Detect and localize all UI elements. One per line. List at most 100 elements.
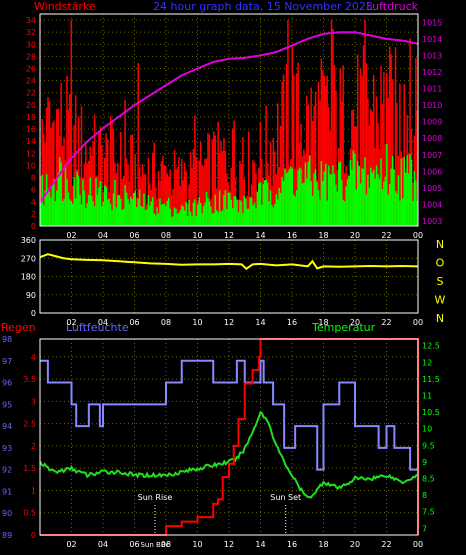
wind-gust-bar	[115, 173, 118, 226]
wind-gust-bar	[223, 138, 225, 226]
humidity-y-tick-label: 94	[2, 422, 12, 431]
wind-gust-bar	[343, 173, 346, 226]
humidity-y-tick-label: 95	[2, 400, 12, 409]
wind-avg-bar	[192, 202, 195, 226]
wind-gust-bar	[88, 160, 90, 226]
wind-y-tick-label: 14	[26, 137, 36, 146]
sun-set-label: Sun Set	[270, 493, 301, 502]
wind-avg-bar	[73, 177, 75, 226]
wind-y-tick-label: 26	[26, 65, 36, 74]
direction-y-tick-label: 90	[26, 291, 36, 300]
wind-x-tick-label: 14	[255, 231, 265, 240]
pressure-y-tick-label: 1009	[422, 118, 442, 127]
pressure-line	[39, 31, 419, 204]
wind-avg-bar	[298, 167, 301, 226]
wind-gust-bar	[409, 38, 411, 226]
wind-gust-bar	[144, 173, 147, 226]
wind-gust-bar	[320, 58, 323, 227]
wind-gust-bar	[163, 165, 166, 226]
wind-y-tick-label: 32	[26, 28, 36, 37]
wind-gust-bar	[310, 87, 312, 226]
wind-avg-bar	[151, 197, 154, 226]
wind-avg-bar	[269, 190, 272, 226]
wind-gust-bar	[285, 63, 288, 227]
wind-avg-bar	[288, 168, 291, 226]
wind-gust-bar	[213, 131, 215, 226]
humidity-y-tick-label: 89	[2, 531, 12, 540]
wind-gust-bar	[191, 167, 193, 226]
wind-gust-bar	[185, 171, 187, 226]
wind-avg-bar	[57, 172, 59, 226]
wind-gust-bar	[396, 103, 398, 226]
wind-avg-bar	[361, 168, 363, 226]
wind-avg-bar	[358, 165, 360, 226]
temperature-y-tick-label: 7	[422, 524, 427, 533]
wind-gust-bar	[351, 110, 353, 226]
wind-avg-bar	[352, 150, 355, 226]
wind-gust-bar	[340, 101, 343, 226]
direction-x-tick-label: 10	[192, 318, 202, 327]
climate-x-tick-label: 06	[129, 540, 139, 549]
wind-avg-bar	[58, 157, 61, 226]
wind-avg-bar	[74, 198, 77, 226]
wind-avg-bar	[115, 207, 118, 226]
wind-avg-bar	[199, 202, 202, 226]
wind-gust-bar	[383, 72, 385, 227]
pressure-y-tick-label: 1015	[422, 18, 442, 27]
wind-avg-bar	[386, 144, 388, 226]
wind-gust-bar	[57, 108, 59, 226]
wind-avg-bar	[88, 194, 90, 226]
wind-gust-bar	[125, 158, 128, 226]
wind-gust-bar	[137, 63, 139, 226]
wind-gust-bar	[314, 91, 317, 226]
wind-avg-bar	[128, 204, 131, 226]
wind-y-tick-label: 0	[31, 222, 36, 231]
wind-gust-bar	[119, 132, 122, 226]
direction-y-tick-label: 0	[31, 309, 36, 318]
wind-gust-bar	[122, 175, 125, 226]
wind-avg-bar	[130, 196, 132, 226]
wind-avg-bar	[109, 203, 112, 226]
wind-avg-bar	[399, 200, 401, 226]
wind-avg-bar	[313, 173, 315, 226]
climate-x-tick-label: 12	[224, 540, 234, 549]
wind-avg-bar	[44, 190, 46, 226]
wind-avg-bar	[101, 206, 103, 226]
wind-gust-bar	[252, 159, 254, 226]
wind-avg-bar	[42, 205, 45, 226]
wind-avg-bar	[333, 173, 336, 226]
wind-gust-bar	[217, 121, 219, 226]
wind-avg-bar	[415, 180, 417, 226]
wind-gust-bar	[381, 104, 384, 226]
wind-avg-bar	[277, 199, 279, 226]
wind-avg-bar	[340, 180, 343, 226]
direction-compass-label: W	[435, 294, 446, 307]
wind-avg-bar	[416, 200, 419, 226]
wind-gust-bar	[45, 107, 48, 226]
wind-avg-bar	[64, 164, 67, 226]
wind-gust-bar	[359, 69, 362, 227]
wind-avg-bar	[172, 215, 174, 226]
wind-avg-bar	[355, 189, 358, 226]
wind-avg-bar	[167, 197, 170, 226]
wind-gust-bar	[297, 62, 299, 227]
sun-bbc-label: Sun BBc	[140, 541, 169, 549]
wind-avg-bar	[301, 183, 304, 226]
wind-gust-bar	[259, 122, 262, 226]
wind-gust-bar	[269, 141, 272, 226]
wind-gust-bar	[324, 85, 327, 226]
wind-gust-bar	[399, 83, 401, 226]
wind-avg-bar	[82, 179, 84, 226]
wind-y-tick-label: 24	[26, 77, 36, 86]
wind-avg-bar	[224, 190, 227, 226]
temperature-y-tick-label: 10	[422, 425, 432, 434]
wind-gust-bar	[375, 96, 378, 226]
direction-line	[39, 253, 419, 271]
wind-gust-bar	[74, 95, 77, 226]
wind-avg-bar	[250, 197, 253, 226]
wind-avg-bar	[345, 186, 347, 226]
wind-gust-bar	[98, 131, 100, 226]
wind-avg-bar	[182, 206, 185, 226]
wind-gust-bar	[109, 116, 112, 226]
wind-gust-bar	[85, 144, 87, 226]
